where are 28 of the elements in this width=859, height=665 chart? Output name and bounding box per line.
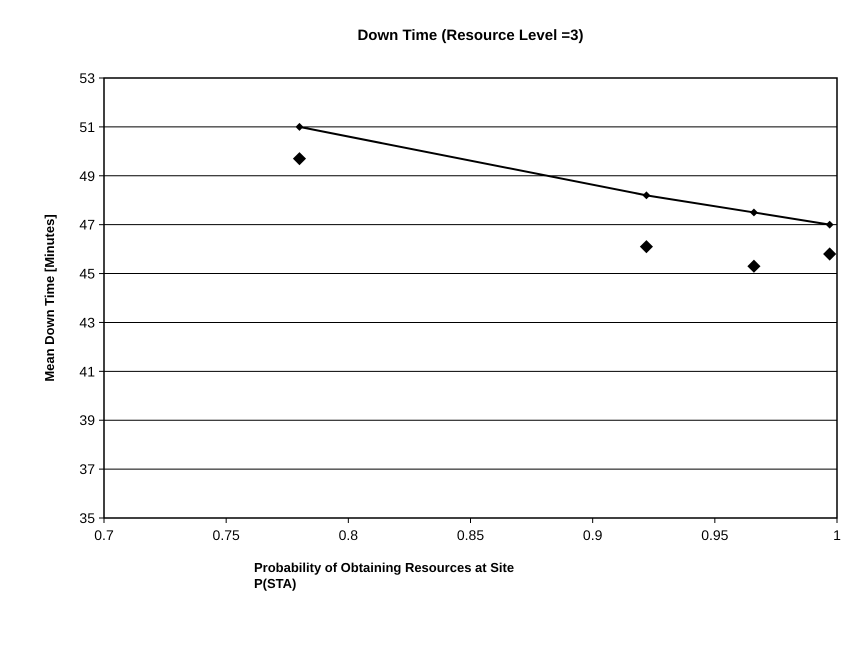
y-tick-label: 35	[79, 510, 96, 526]
y-tick-label: 39	[79, 412, 96, 428]
point	[747, 260, 760, 273]
point	[292, 152, 306, 166]
y-axis-title: Mean Down Time [Minutes]	[42, 214, 57, 382]
x-tick-label: 0.95	[701, 527, 729, 543]
y-tick-label: 47	[79, 216, 96, 233]
y-tick-label: 41	[79, 363, 96, 380]
y-tick-label: 45	[79, 266, 96, 282]
y-tick-label: 53	[79, 70, 96, 86]
y-tick-label: 43	[79, 314, 96, 330]
point	[826, 220, 834, 229]
y-tick-label: 49	[79, 168, 96, 184]
y-tick-label: 37	[79, 461, 96, 478]
x-axis-title: Probability of Obtaining Resources at Site P(STA)	[254, 560, 514, 591]
x-tick-label: 0.75	[212, 527, 240, 543]
point	[640, 240, 653, 254]
x-tick-label: 0.7	[94, 527, 114, 543]
point	[296, 122, 304, 131]
point	[823, 247, 836, 261]
x-tick-label: 1	[833, 527, 842, 543]
point	[642, 191, 650, 200]
point	[750, 208, 758, 216]
y-tick-label: 51	[79, 118, 96, 135]
chart-title: Down Time (Resource Level =3)	[357, 27, 584, 44]
x-tick-label: 0.8	[338, 527, 358, 543]
x-tick-label: 0.9	[582, 527, 603, 543]
x-tick-label: 0.85	[456, 527, 484, 543]
